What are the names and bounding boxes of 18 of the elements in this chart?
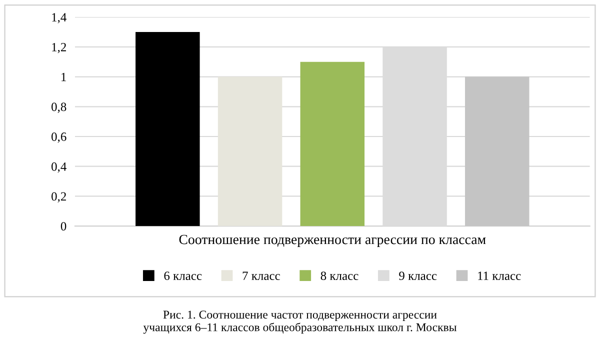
bar [136, 32, 200, 226]
legend-label: 6 класс [164, 272, 202, 280]
y-tick-label: 0,8 [52, 102, 66, 113]
legend-label: 7 класс [242, 272, 280, 280]
y-tick-label: 1,2 [52, 42, 66, 54]
x-tick-label: Соотношение подверженности агрессии по классам [179, 234, 486, 248]
legend-label: 8 класс [320, 272, 358, 280]
y-tick-label: 0 [60, 222, 66, 231]
y-tick-label: 1 [62, 72, 66, 82]
y-tick-label: 1,4 [52, 13, 66, 24]
bar [300, 62, 365, 226]
y-tick-label: 0,4 [52, 162, 66, 173]
bar [218, 76, 282, 226]
legend-label: 11 класс [478, 272, 521, 280]
text: Рис. 1. Соотношение частот подверженности агрессии учащихся 6–11 классов общеобразовательных школ г. Москвы [143, 310, 457, 334]
legend-label: 9 класс [399, 272, 437, 280]
y-tick-label: 0,6 [52, 132, 66, 143]
y-tick-label: 0,2 [52, 192, 66, 202]
